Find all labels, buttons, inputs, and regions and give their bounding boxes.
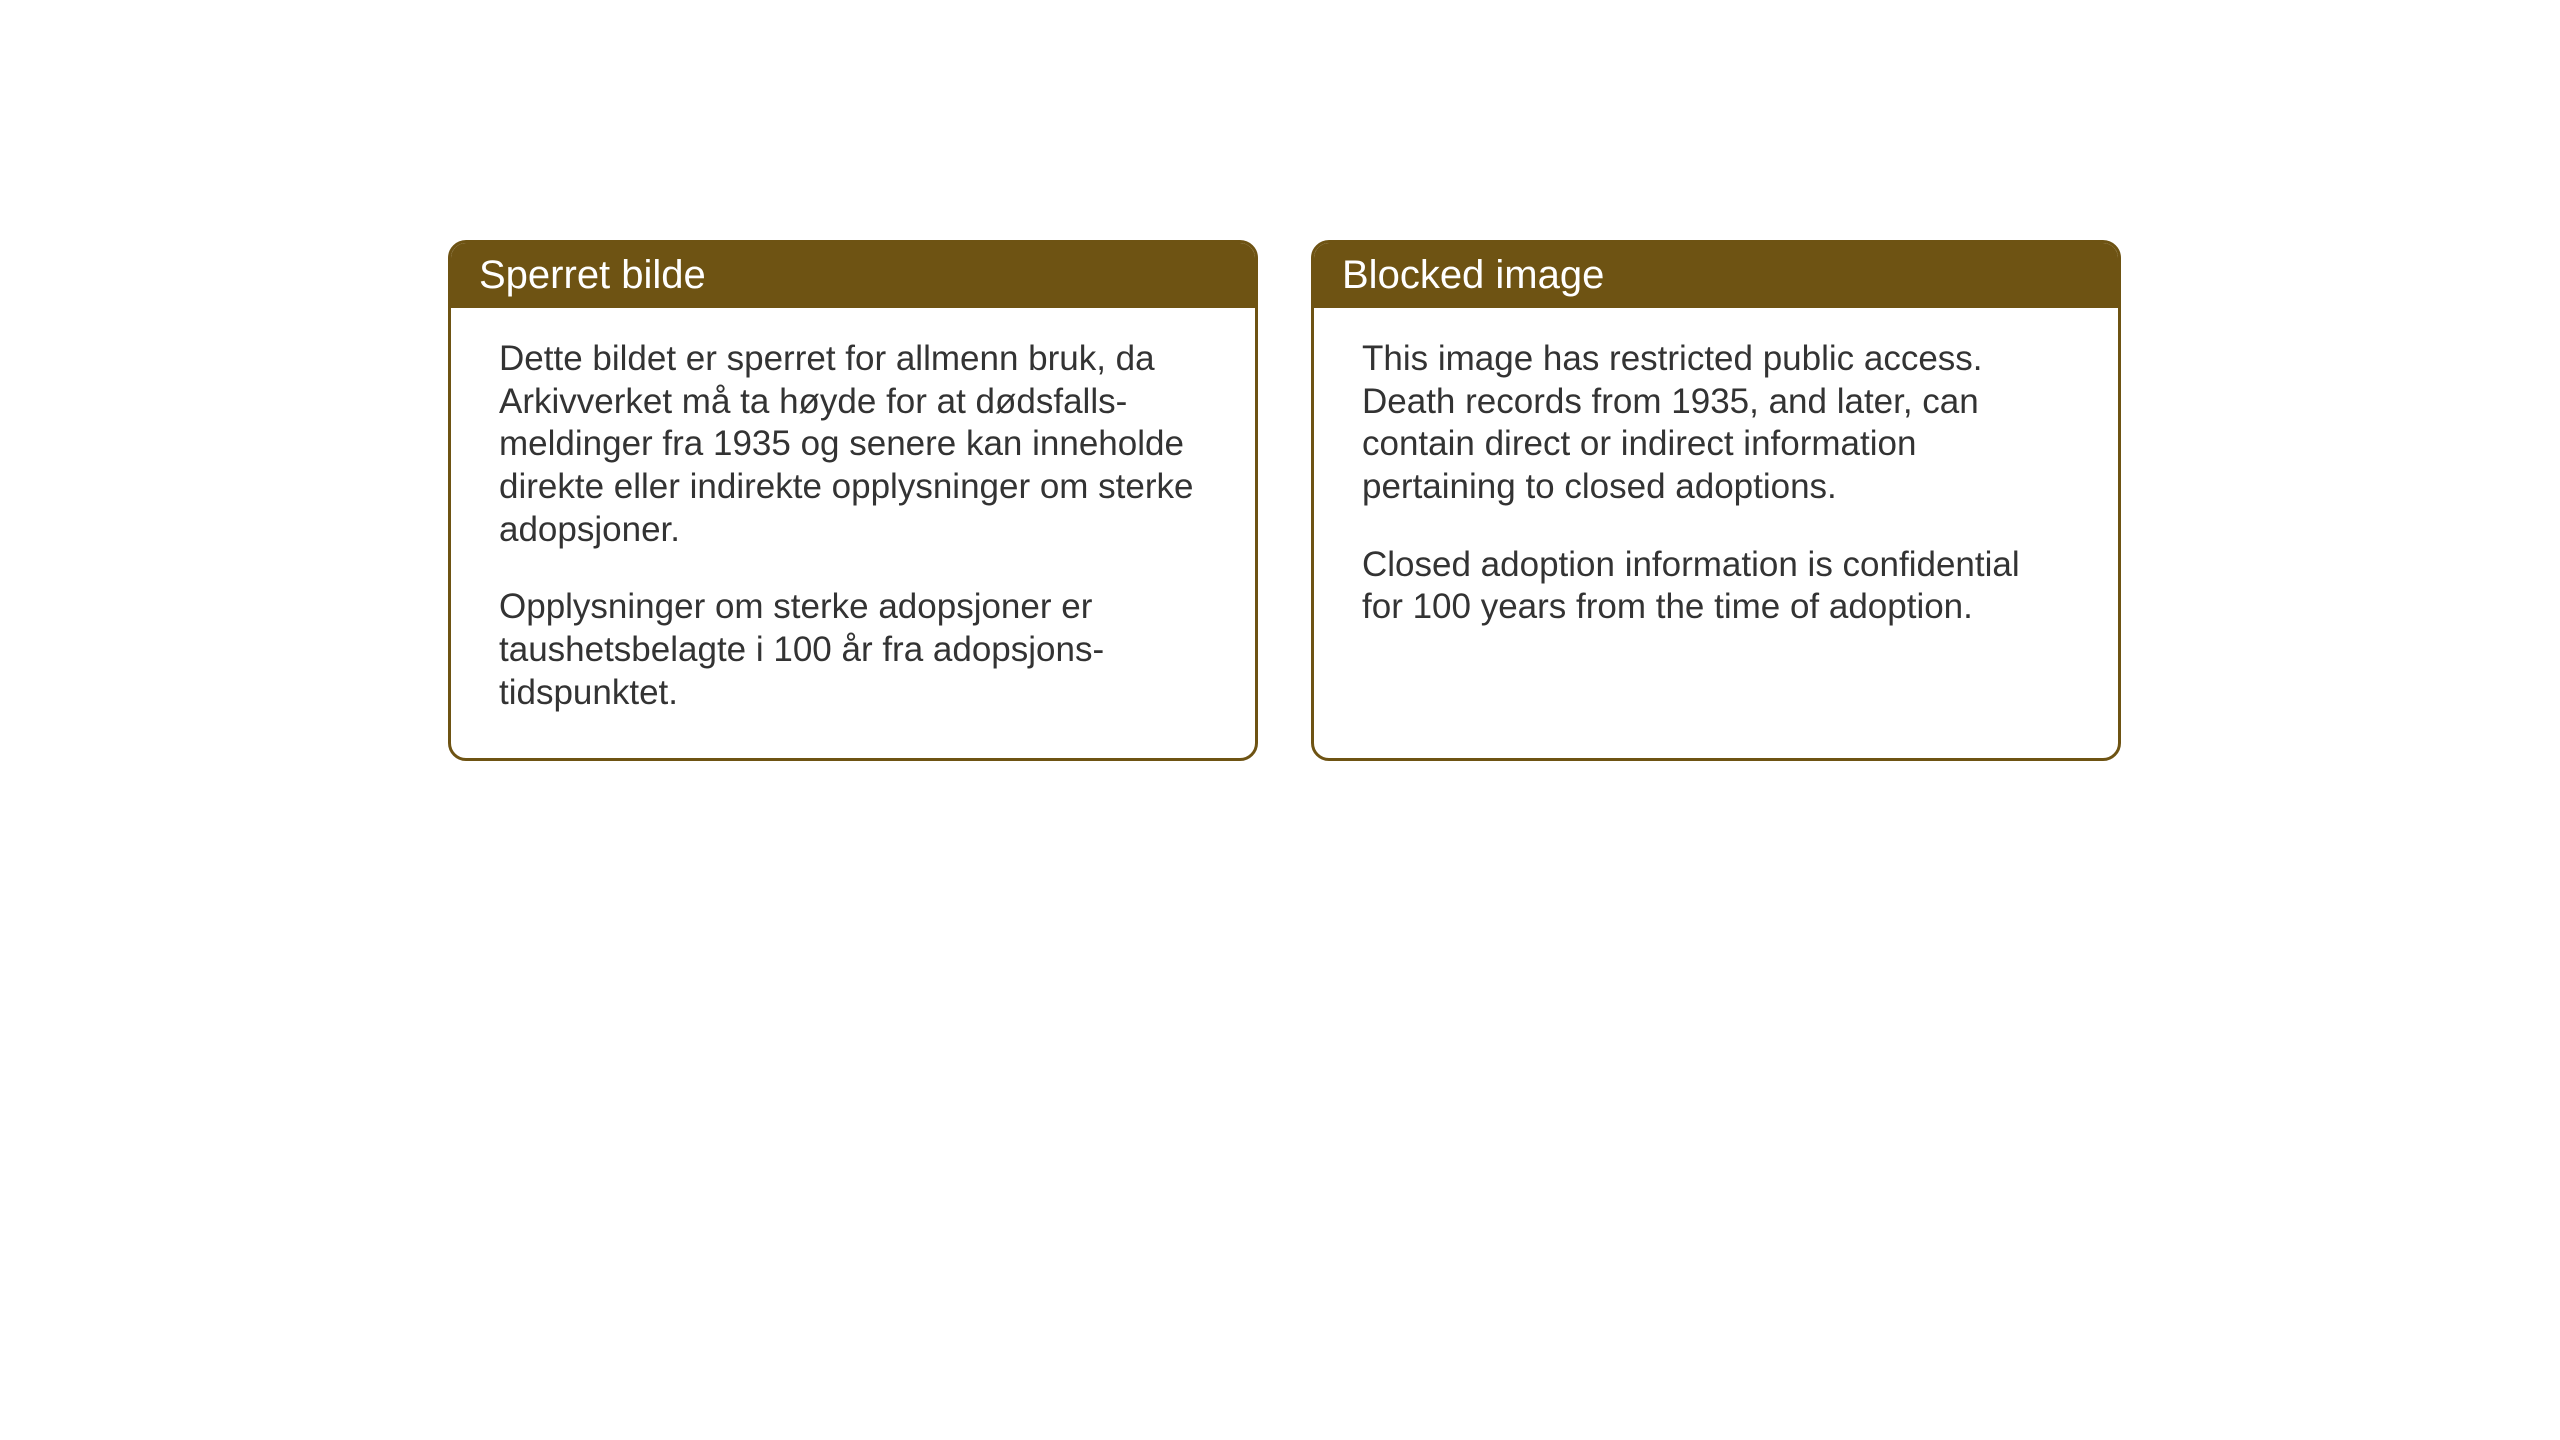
info-box-english: Blocked image This image has restricted …: [1311, 240, 2121, 761]
info-box-title-english: Blocked image: [1342, 253, 1604, 297]
info-box-norwegian: Sperret bilde Dette bildet er sperret fo…: [448, 240, 1258, 761]
info-box-body-english: This image has restricted public access.…: [1314, 308, 2118, 758]
info-box-header-english: Blocked image: [1314, 243, 2118, 308]
info-box-paragraph-1-norwegian: Dette bildet er sperret for allmenn bruk…: [499, 338, 1207, 551]
info-box-header-norwegian: Sperret bilde: [451, 243, 1255, 308]
info-box-title-norwegian: Sperret bilde: [479, 253, 706, 297]
info-box-paragraph-1-english: This image has restricted public access.…: [1362, 338, 2070, 509]
info-box-paragraph-2-norwegian: Opplysninger om sterke adopsjoner er tau…: [499, 586, 1207, 714]
info-box-paragraph-2-english: Closed adoption information is confident…: [1362, 544, 2070, 629]
info-box-body-norwegian: Dette bildet er sperret for allmenn bruk…: [451, 308, 1255, 758]
info-boxes-container: Sperret bilde Dette bildet er sperret fo…: [448, 240, 2121, 761]
